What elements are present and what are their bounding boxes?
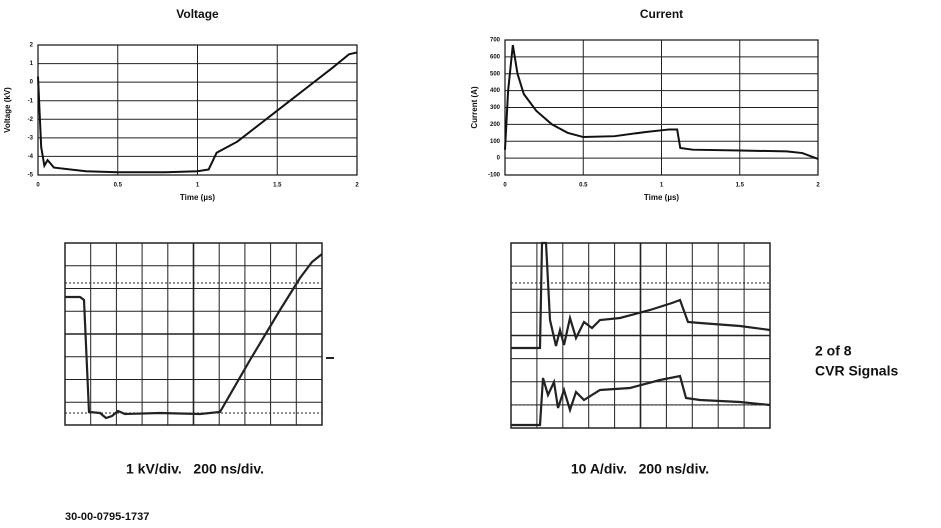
signals-count: 2 of 8 bbox=[815, 343, 852, 359]
scope-dotted bbox=[511, 282, 770, 406]
y-tick-label: 200 bbox=[490, 122, 501, 128]
y-tick-label: 400 bbox=[490, 88, 501, 94]
y-tick-label: 2 bbox=[30, 43, 34, 49]
scope-right bbox=[510, 241, 771, 429]
oscilloscope-trace bbox=[65, 253, 323, 420]
y-axis-label: Voltage (kV) bbox=[3, 87, 12, 133]
chart-title: Current bbox=[640, 7, 683, 21]
y-tick-label: 0 bbox=[30, 80, 34, 86]
x-tick-label: 1.5 bbox=[273, 183, 282, 189]
x-tick-label: 0.5 bbox=[579, 183, 588, 189]
scale-caption: 10 A/div. 200 ns/div. bbox=[571, 461, 709, 477]
x-tick-label: 2 bbox=[816, 183, 820, 189]
x-axis-label: Time (µs) bbox=[180, 193, 215, 202]
data-line bbox=[37, 51, 358, 174]
x-tick-label: 0 bbox=[36, 183, 40, 189]
y-tick-label: -4 bbox=[28, 154, 34, 160]
y-tick-label: 500 bbox=[490, 71, 501, 77]
y-tick-label: -1 bbox=[28, 98, 34, 104]
y-tick-label: 700 bbox=[490, 38, 501, 44]
y-tick-label: -100 bbox=[488, 173, 501, 179]
x-tick-label: 2 bbox=[355, 183, 359, 189]
y-tick-label: -3 bbox=[28, 135, 34, 141]
x-axis-label: Time (µs) bbox=[644, 193, 679, 202]
y-axis-label: Current (A) bbox=[470, 86, 479, 129]
y-tick-label: -5 bbox=[28, 173, 34, 179]
x-tick-label: 0.5 bbox=[114, 183, 123, 189]
y-tick-label: 300 bbox=[490, 105, 501, 111]
y-tick-label: 0 bbox=[497, 156, 501, 162]
scope-axis bbox=[511, 243, 770, 428]
y-tick-label: 100 bbox=[490, 139, 501, 145]
y-tick-label: 600 bbox=[490, 54, 501, 60]
scale-caption: 1 kV/div. 200 ns/div. bbox=[126, 461, 264, 477]
y-tick-label: -2 bbox=[28, 117, 34, 123]
scope-left bbox=[64, 242, 334, 426]
x-tick-label: 1 bbox=[660, 183, 664, 189]
oscilloscope-trace bbox=[511, 241, 771, 350]
x-tick-label: 1 bbox=[196, 183, 200, 189]
signals-name: CVR Signals bbox=[815, 363, 898, 379]
scope-axis bbox=[65, 243, 322, 425]
data-line bbox=[504, 44, 819, 160]
x-tick-label: 1.5 bbox=[736, 183, 745, 189]
chart-title: Voltage bbox=[176, 7, 219, 21]
plot-frame bbox=[37, 44, 358, 176]
y-tick-label: 1 bbox=[30, 61, 34, 67]
x-tick-label: 0 bbox=[503, 183, 507, 189]
document-id: 30-00-0795-1737 bbox=[65, 511, 149, 523]
plot-frame bbox=[504, 39, 819, 176]
oscilloscope-trace bbox=[511, 374, 771, 427]
